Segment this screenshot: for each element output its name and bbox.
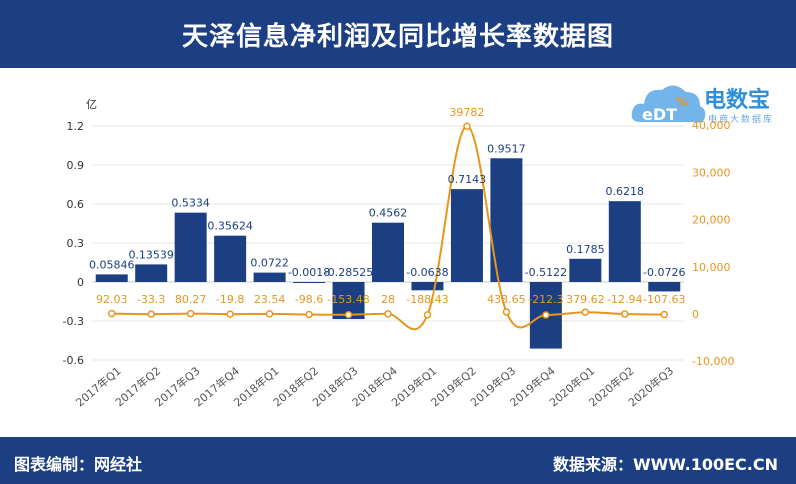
y-left-tick-label: 1.2: [67, 120, 85, 133]
line-point: [581, 308, 590, 316]
y-right-tick-label: 20,000: [692, 214, 731, 227]
bar: [648, 282, 681, 292]
line-point: [423, 311, 432, 319]
y-left-tick-label: -0.6: [63, 354, 84, 367]
line-point: [463, 122, 471, 130]
bar: [608, 201, 641, 282]
y-left-tick-label: 0.9: [67, 159, 85, 172]
bar-value-label: -0.0018: [288, 266, 330, 279]
logo-text: 电数宝: [704, 88, 771, 113]
bar: [569, 258, 602, 282]
bar-value-label: -0.28525: [324, 266, 373, 279]
line-point: [107, 309, 116, 318]
line-point: [344, 310, 353, 319]
footer-source: 数据来源：WWW.100EC.CN: [552, 455, 778, 474]
bar: [174, 212, 207, 282]
header-bar: 天泽信息净利润及同比增长率数据图: [0, 0, 796, 68]
line-value-label: 28: [381, 293, 395, 306]
y-left-tick-label: 0: [77, 276, 84, 289]
bar-value-label: 0.9517: [487, 142, 526, 155]
growth-line: [111, 125, 665, 331]
bar: [372, 222, 404, 282]
bar: [253, 272, 286, 282]
bar-value-label: 0.6218: [606, 185, 645, 198]
bar: [293, 282, 326, 283]
svg-text:%: %: [676, 95, 688, 109]
bar-value-label: -0.0726: [643, 266, 685, 279]
bar-value-label: 0.4562: [369, 207, 408, 220]
logo-subtext: 电商大数据库: [708, 115, 775, 125]
y-right-tick-label: 10,000: [692, 261, 731, 274]
bar: [411, 282, 444, 291]
cloud-logo-icon: eDT %: [631, 85, 706, 124]
footer-bar: 图表编制：网经社 数据来源：WWW.100EC.CN: [0, 437, 796, 484]
y-left-tick-label: -0.3: [63, 315, 84, 328]
logo-badge: eDT: [642, 105, 677, 124]
y-left-tick-label: 0.6: [67, 198, 85, 211]
line-value-label: 80.27: [175, 293, 207, 306]
bar: [135, 264, 168, 282]
y-right-tick-label: -10,000: [692, 355, 734, 368]
line-point: [660, 310, 669, 319]
y-right-tick-label: 30,000: [692, 166, 731, 179]
line-value-label: 433.65: [487, 293, 526, 306]
line-value-label: 23.54: [254, 293, 286, 306]
y-left-tick-label: 0.3: [67, 237, 85, 250]
line-point: [226, 310, 234, 318]
line-point: [147, 310, 155, 318]
line-point: [305, 310, 313, 319]
y-right-tick-label: 40,000: [692, 119, 731, 132]
line-value-label: 39782: [449, 106, 484, 119]
line-value-label: -153.48: [327, 293, 369, 306]
bar-value-label: 0.35624: [207, 220, 253, 233]
line-value-label: -107.63: [643, 293, 685, 306]
line-point: [542, 311, 550, 319]
line-value-label: -212.3: [528, 293, 563, 306]
bar: [214, 235, 247, 282]
bar: [95, 274, 128, 282]
bar-value-label: 0.05846: [89, 258, 135, 271]
line-point: [186, 309, 195, 318]
y-left-unit: 亿: [86, 98, 97, 111]
line-value-label: 379.62: [566, 293, 605, 306]
bar-value-label: 0.7143: [448, 173, 487, 186]
bar: [450, 189, 483, 282]
line-value-label: -33.3: [137, 293, 165, 306]
bar-value-label: -0.0638: [406, 266, 448, 279]
chart-title: 天泽信息净利润及同比增长率数据图: [181, 21, 614, 52]
y-right-tick-label: 0: [692, 308, 699, 321]
bar-value-label: 0.13539: [128, 248, 174, 261]
bar-value-label: 0.5334: [171, 197, 210, 210]
footer-credit: 图表编制：网经社: [14, 455, 143, 474]
bar-value-label: 0.1785: [566, 243, 605, 256]
line-point: [502, 308, 511, 316]
line-point: [384, 310, 392, 318]
line-value-label: 92.03: [96, 293, 128, 306]
line-point: [265, 310, 274, 318]
line-point: [621, 310, 629, 318]
chart-area: 1.2 0.9 0.6 0.3 0 -0.3 -0.6 亿 40,000 30,000 20,000…: [63, 98, 735, 409]
line-value-label: -98.6: [295, 293, 323, 306]
bar-value-label: 0.0722: [250, 257, 289, 270]
line-value-label: -12.94: [607, 293, 642, 306]
line-value-label: -19.8: [216, 293, 244, 306]
line-value-label: -188.43: [406, 293, 448, 306]
bar-value-label: -0.5122: [525, 266, 567, 279]
logo: eDT % 电数宝 电商大数据库: [628, 76, 796, 138]
